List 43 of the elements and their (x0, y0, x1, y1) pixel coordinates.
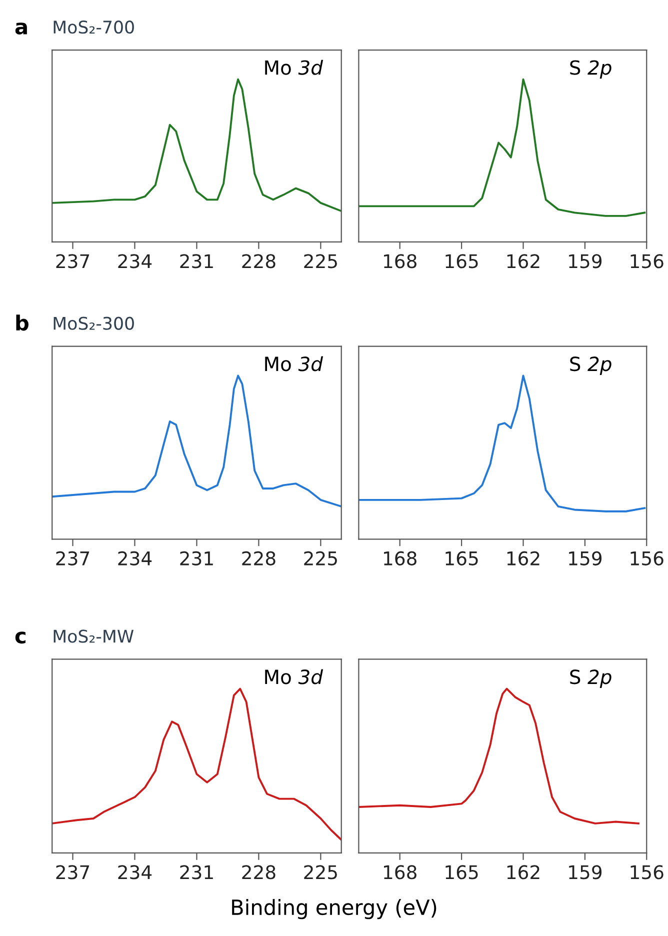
text: Mo 3d (265, 60, 324, 75)
text: S 2p (570, 60, 612, 79)
x-tick-label: 234 (118, 865, 152, 880)
x-tick-label: 237 (56, 254, 90, 268)
text: S 2p (570, 670, 612, 688)
x-tick-label: 234 (118, 254, 152, 268)
text: a (15, 22, 27, 35)
x-tick-label: 237 (56, 551, 90, 566)
text: S 2p (570, 356, 612, 376)
chart-title: MoS₂-MW (54, 630, 134, 643)
text: b (16, 314, 28, 331)
x-tick-label: 225 (304, 865, 337, 880)
x-tick-label: 168 (384, 865, 416, 880)
x-tick-label: 156 (630, 254, 664, 268)
x-tick-label: 168 (384, 551, 416, 566)
x-tick-label: 159 (569, 865, 602, 880)
x-tick-label: 234 (118, 551, 152, 566)
x-tick-label: 165 (446, 551, 478, 566)
x-tick-label: 162 (507, 254, 540, 268)
x-axis-title: Binding energy (eV) (232, 898, 436, 920)
x-tick-label: 231 (180, 865, 213, 880)
chart-title: MoS₂-300 (54, 316, 134, 330)
x-tick-label: 228 (242, 254, 276, 268)
x-tick-label: 162 (507, 865, 540, 880)
x-tick-label: 159 (569, 254, 602, 268)
x-tick-label: 228 (242, 551, 276, 566)
x-tick-label: 237 (56, 865, 90, 880)
text: Mo 3d (265, 356, 324, 372)
x-tick-label: 225 (304, 254, 337, 268)
x-tick-label: 231 (180, 254, 213, 268)
x-tick-label: 159 (569, 551, 602, 566)
x-tick-label: 162 (507, 551, 540, 566)
text: c (15, 632, 26, 644)
x-tick-label: 156 (630, 551, 664, 566)
x-tick-label: 231 (180, 551, 213, 566)
x-tick-label: 165 (446, 865, 478, 880)
text: Mo 3d (265, 669, 324, 684)
chart-title: MoS₂-700 (54, 20, 134, 34)
x-tick-label: 228 (242, 865, 276, 880)
x-tick-label: 165 (446, 254, 478, 268)
x-tick-label: 156 (630, 865, 664, 880)
x-tick-label: 168 (384, 254, 416, 268)
x-tick-label: 225 (304, 551, 337, 566)
